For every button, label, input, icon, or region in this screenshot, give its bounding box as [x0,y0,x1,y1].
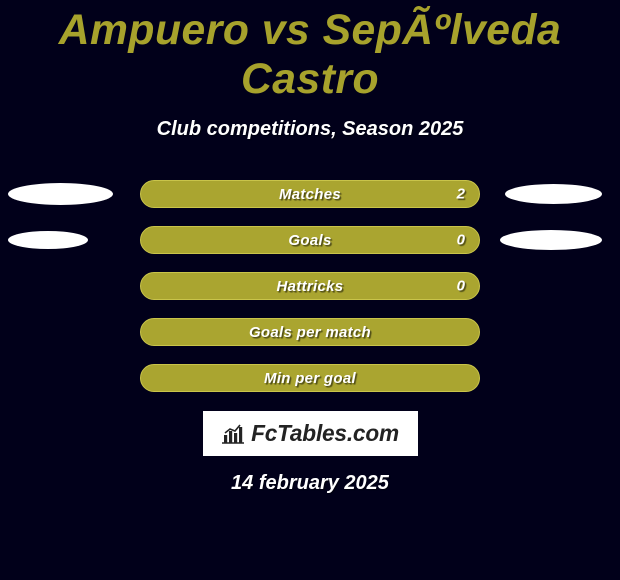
stat-label: Matches [279,186,341,203]
stat-bar: Goals per match [140,318,480,346]
stat-value: 0 [457,278,465,295]
stat-bar: Goals 0 [140,226,480,254]
stat-bar: Min per goal [140,364,480,392]
subtitle: Club competitions, Season 2025 [0,118,620,141]
stat-rows: Matches 2 Goals 0 Hattricks 0 Goals per match M… [0,179,620,393]
left-ellipse [8,231,88,249]
barchart-icon [221,424,245,444]
stat-label: Goals per match [249,324,371,341]
logo-text: FcTables.com [251,420,399,447]
left-ellipse [8,183,113,205]
stat-value: 2 [457,186,465,203]
stat-label: Goals [288,232,331,249]
page-title: Ampuero vs SepÃºlveda Castro [0,0,620,104]
logo-box: FcTables.com [203,411,418,456]
stat-row: Goals 0 [0,225,620,255]
stat-row: Hattricks 0 [0,271,620,301]
stat-row: Matches 2 [0,179,620,209]
right-ellipse [500,230,602,250]
date-text: 14 february 2025 [0,472,620,495]
right-ellipse [505,184,602,204]
stat-label: Hattricks [277,278,344,295]
stat-row: Min per goal [0,363,620,393]
stat-row: Goals per match [0,317,620,347]
stats-card: Ampuero vs SepÃºlveda Castro Club compet… [0,0,620,580]
stat-label: Min per goal [264,370,356,387]
stat-bar: Hattricks 0 [140,272,480,300]
stat-bar: Matches 2 [140,180,480,208]
stat-value: 0 [457,232,465,249]
